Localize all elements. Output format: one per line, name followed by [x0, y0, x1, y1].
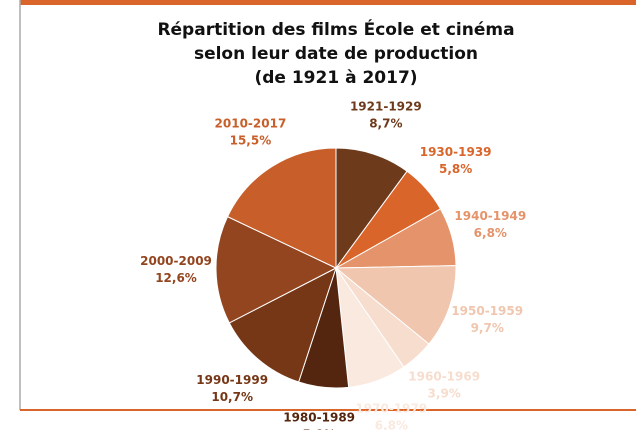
slice-value: 12,6% — [155, 271, 197, 285]
chart-title: selon leur date de production — [194, 44, 478, 64]
slice-label: 1990-1999 — [196, 373, 268, 387]
slice-label: 2010-2017 — [215, 116, 287, 130]
slice-label: 1980-1989 — [283, 411, 355, 425]
chart-title: (de 1921 à 2017) — [254, 68, 417, 88]
pie-slice — [226, 147, 337, 269]
slice-label: 1960-1969 — [408, 369, 480, 383]
slice-value: 10,7% — [211, 390, 253, 404]
slice-label: 1921-1929 — [350, 99, 422, 113]
slice-value: 5,8% — [302, 428, 335, 430]
slice-value: 9,7% — [471, 321, 504, 335]
slice-value: 15,5% — [230, 133, 272, 147]
slice-label: 1950-1959 — [451, 304, 523, 318]
slice-value: 5,8% — [439, 162, 472, 176]
pie-slice — [228, 266, 337, 383]
slice-label: 1930-1939 — [420, 145, 492, 159]
slice-label: 1940-1949 — [454, 209, 526, 223]
pie-slice — [215, 215, 338, 324]
slice-value: 6,8% — [375, 419, 408, 430]
top-border — [20, 0, 636, 5]
slice-value: 6,8% — [474, 226, 507, 240]
chart-title: Répartition des films École et cinéma — [157, 18, 514, 40]
slice-label: 2000-2009 — [140, 254, 212, 268]
slice-label: 1970-1979 — [355, 402, 427, 416]
slice-value: 3,9% — [428, 386, 461, 400]
pie-slice — [334, 265, 457, 345]
pie-slice — [335, 147, 408, 270]
slice-value: 8,7% — [369, 116, 402, 130]
